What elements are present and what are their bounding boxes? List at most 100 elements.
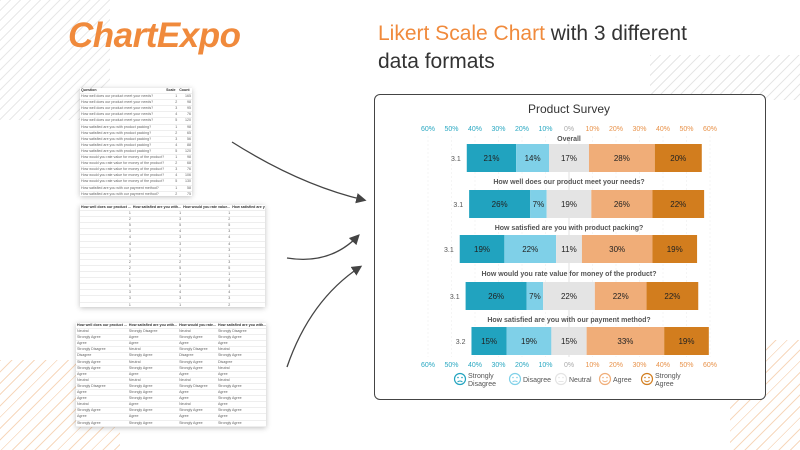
bar-data-label: 19%	[474, 245, 490, 254]
sheet-row: 1115	[80, 271, 265, 279]
sheet-cell: Strongly Agree	[217, 352, 266, 360]
row-score: 3.1	[451, 156, 461, 163]
bottom-axis-tick-label: 60%	[703, 362, 717, 369]
sheet-cell: 1	[165, 154, 179, 162]
bar-data-label: 22%	[664, 292, 680, 301]
sheet-cell: 3	[80, 228, 132, 236]
sheet-cell: Strongly Agree	[217, 395, 266, 403]
row-label: How satisfied are you with our payment m…	[487, 317, 650, 324]
sheet-cell: Neutral	[76, 377, 128, 384]
sheet-header-cell: How would you rate...	[178, 323, 218, 330]
sheet-cell: 1	[80, 302, 132, 307]
sheet-cell: 4	[165, 142, 179, 149]
sheet-cell: 2	[165, 191, 179, 196]
bar-data-label: 20%	[670, 154, 686, 163]
sheet-cell: 1	[131, 247, 183, 254]
sheet-cell: 1	[131, 302, 183, 307]
sheet-cell: 98	[178, 154, 192, 162]
grin-face-icon	[640, 372, 654, 386]
sheet-cell: Agree	[127, 334, 179, 342]
sheet-cell: 1	[131, 210, 183, 218]
sheet-row: 5555	[80, 222, 265, 230]
sheet-cell: Neutral	[127, 377, 179, 384]
sheet-cell: Agree	[127, 401, 179, 409]
bar-data-label: 28%	[614, 154, 630, 163]
sheet-cell: Agree	[217, 426, 266, 427]
sheet-cell: Neutral	[178, 328, 218, 336]
sheet-cell: Strongly Agree	[217, 334, 266, 342]
sheet-cell: Strongly Disagree	[217, 328, 266, 336]
bottom-axis-tick-label: 20%	[609, 362, 623, 369]
headline-rest: with 3 different data formats	[378, 22, 687, 73]
sheet-cell: Strongly Agree	[127, 389, 179, 397]
sheet-cell: 5	[131, 283, 183, 291]
sheet-header-cell: Count	[178, 88, 192, 95]
sheet-cell: 4	[80, 241, 132, 248]
sheet-cell: 3	[131, 277, 183, 285]
sheet-cell: How satisfied are you with product packi…	[80, 136, 166, 143]
sheet-cell: 3	[131, 241, 183, 248]
sheet-cell: Strongly Agree	[76, 334, 128, 342]
sheet-cell: 3	[182, 295, 232, 303]
sheet-row: How would you rate value for money of th…	[80, 178, 192, 186]
sheet-cell: 1	[182, 271, 232, 279]
sheet-cell: Strongly Agree	[178, 420, 218, 427]
top-axis-tick-label: 20%	[515, 126, 529, 133]
sad-face-icon-mouth	[457, 380, 463, 383]
smile-face-icon	[598, 372, 612, 386]
sheet-cell: Agree	[127, 413, 179, 421]
sheet-cell: Agree	[127, 340, 179, 348]
sheet-cell: 3	[182, 228, 232, 236]
bottom-axis-tick-label: 30%	[491, 362, 505, 369]
sheet-row: 3333	[80, 295, 265, 303]
sheet-cell: Strongly Agree	[178, 407, 218, 415]
sheet-header-cell: How satisfied are you with...	[231, 205, 265, 212]
grin-face-icon-eye	[644, 376, 646, 379]
sheet-cell: 4	[80, 234, 132, 242]
sheet-cell: Strongly Agree	[76, 407, 128, 415]
sheet-cell: 5	[182, 222, 232, 230]
sheet-cell: 3	[231, 216, 265, 224]
sheet-cell: How well does our product meet your need…	[80, 99, 166, 107]
sheet-header-cell: How satisfied are you with...	[127, 323, 179, 330]
sheet-cell: 3	[131, 234, 183, 242]
sheet-cell: Agree	[178, 395, 218, 403]
sheet-cell: How satisfied are you with product packi…	[80, 130, 166, 137]
sheet-cell: 3	[231, 295, 265, 303]
row-score: 3.1	[450, 294, 460, 301]
smile-face-icon-eye	[602, 376, 604, 379]
sheet-cell: Agree	[217, 371, 266, 378]
sheet-cell: Neutral	[127, 359, 179, 366]
frown-face-icon-eye	[512, 376, 514, 379]
sheet-row: Strongly Agree Agree Strongly Agree Strongl…	[76, 334, 266, 342]
bar-data-label: 19%	[678, 337, 694, 346]
bar-segment-strongly-agree	[652, 190, 705, 218]
data-sheet-numeric-format: How well does our product ... How satisfi…	[80, 205, 265, 307]
frown-face-icon-eye	[516, 376, 518, 379]
bar-data-label: 19%	[561, 200, 577, 209]
sheet-cell: 5	[131, 222, 183, 230]
sheet-table: How well does our product ... How satisfi…	[80, 205, 265, 307]
bar-segment-strongly-disagree	[459, 235, 505, 263]
sheet-table: Question Scale Count How well does our prod…	[80, 88, 192, 196]
sheet-cell: 2	[182, 216, 232, 224]
headline-accent: Likert Scale Chart	[378, 22, 545, 45]
row-score: 3.1	[444, 247, 454, 254]
sheet-row: How well does our product meet your need…	[80, 117, 192, 125]
sheet-cell: Strongly Agree	[178, 365, 218, 372]
sheet-cell: 120	[178, 117, 192, 125]
sheet-row: Agree Agree Agree Agree	[76, 340, 266, 348]
sheet-cell: Disagree	[178, 352, 218, 360]
bottom-axis-tick-label: 10%	[538, 362, 552, 369]
sheet-cell: Strongly Disagree	[76, 383, 128, 391]
sheet-row: How would you rate value for money of th…	[80, 172, 192, 180]
sheet-cell: Strongly Agree	[127, 383, 179, 391]
bar-data-label: 15%	[481, 337, 497, 346]
sheet-cell: How would you rate value for money of th…	[80, 154, 166, 162]
row-score: 3.1	[453, 202, 463, 209]
sheet-row: Strongly Agree Neutral Strongly Agree Disag…	[76, 359, 266, 366]
sheet-cell: Agree	[178, 371, 218, 378]
neutral-face-icon	[554, 372, 568, 386]
